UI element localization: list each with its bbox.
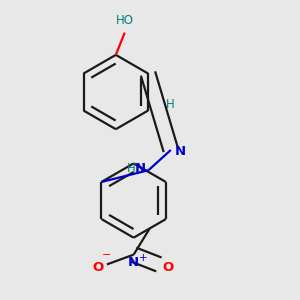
Text: +: + [139,253,148,263]
Text: N: N [175,145,186,158]
Text: H: H [166,98,175,111]
Text: O: O [163,261,174,274]
Text: HO: HO [116,14,134,27]
Text: H: H [126,162,135,175]
Text: −: − [102,250,112,260]
Text: N: N [134,162,146,175]
Text: N: N [128,256,139,269]
Text: O: O [92,261,103,274]
